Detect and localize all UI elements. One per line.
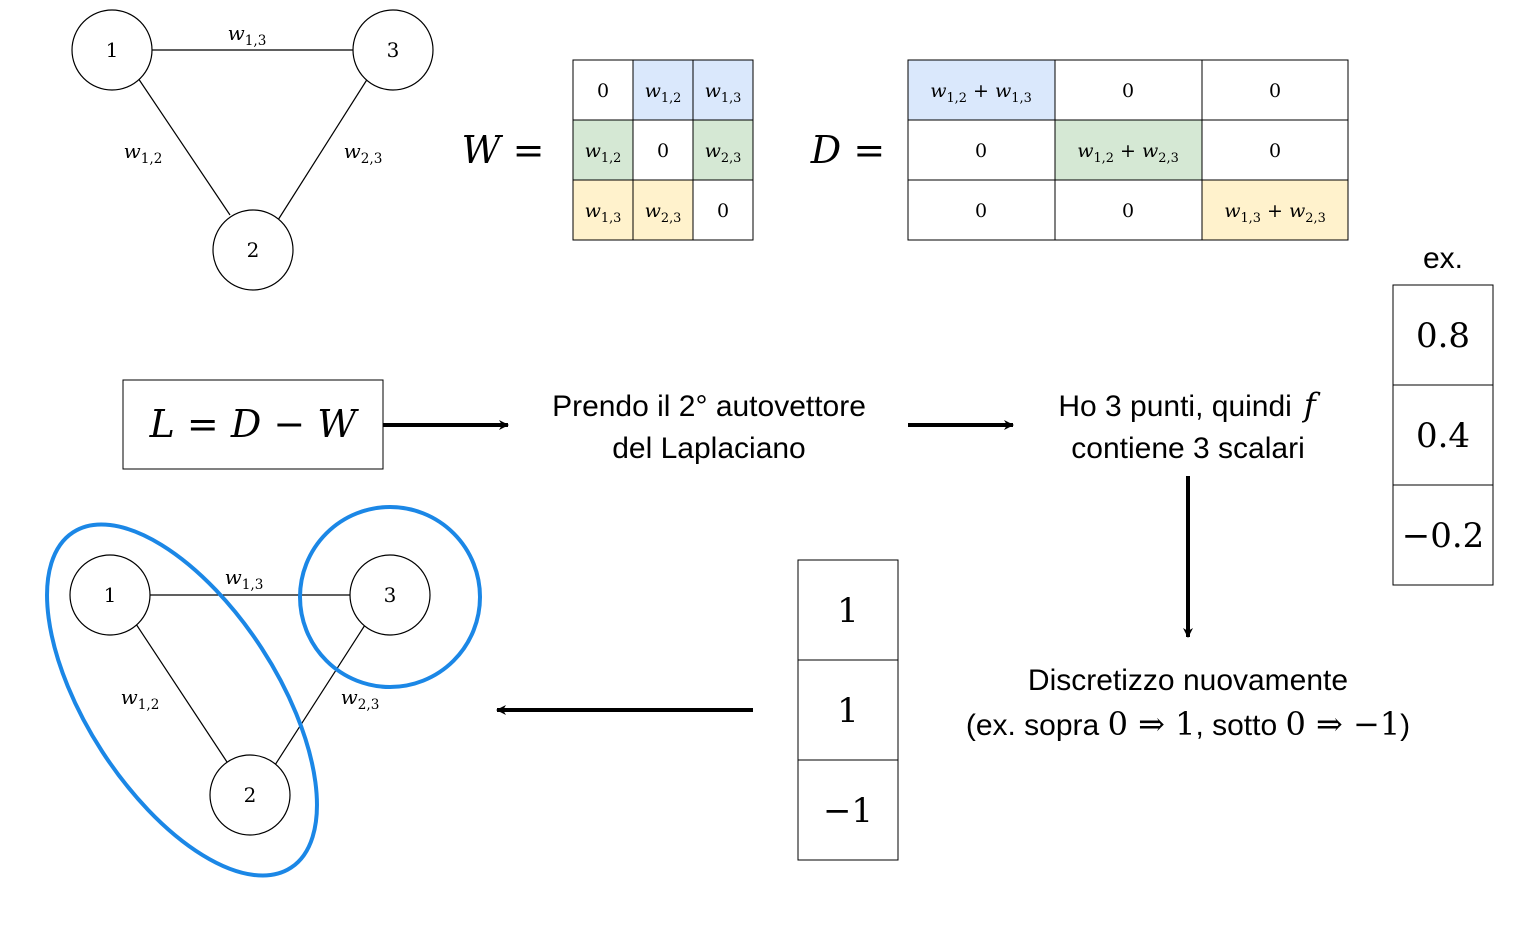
example-vector: ex. 0.8 0.4 −0.2 bbox=[1392, 242, 1494, 586]
node-1 bbox=[71, 9, 153, 91]
w-cell-2-1 bbox=[632, 179, 694, 241]
w-value-0-2: w1,3​ bbox=[705, 80, 742, 106]
w-matrix: W = 0 w1,2​ w1,3​ w1,2​ 0 w2,3​ w1,3​ w2… bbox=[462, 59, 754, 241]
discrete-value-0: 1 bbox=[837, 591, 859, 631]
edge-1-3-label: w1,3​ bbox=[228, 21, 267, 49]
d-value-0-2: 0 bbox=[1269, 80, 1281, 102]
w-cell-2-2 bbox=[692, 179, 754, 241]
discretize-text-b: , sotto bbox=[1195, 709, 1285, 742]
edge-2-3-bottom bbox=[274, 624, 366, 766]
points-line1-group: Ho 3 punti, quindi f bbox=[1058, 386, 1321, 424]
w-value-2-2: 0 bbox=[717, 200, 729, 222]
points-f-symbol: f bbox=[1302, 386, 1321, 424]
w-value-0-0: 0 bbox=[597, 80, 609, 102]
node-1-bottom-label: 1 bbox=[104, 583, 117, 607]
edge-2-3-label: w2,3​ bbox=[344, 139, 383, 167]
d-cell-1-1 bbox=[1054, 119, 1203, 181]
example-cell-2 bbox=[1392, 484, 1494, 586]
example-value-2: −0.2 bbox=[1402, 516, 1485, 556]
w-cell-0-2 bbox=[692, 59, 754, 121]
node-3-bottom bbox=[349, 554, 431, 636]
d-matrix: D = w1,2​ + w1,3​ 0 0 0 w1,2​ + w2,3​ 0 … bbox=[810, 59, 1349, 241]
node-3 bbox=[352, 9, 434, 91]
discretize-math-a: 0 ⇒ 1 bbox=[1108, 705, 1196, 743]
node-3-bottom-label: 3 bbox=[384, 583, 397, 607]
discretize-line1: Discretizzo nuovamente bbox=[1028, 664, 1348, 697]
edge-1-2 bbox=[137, 77, 231, 216]
d-value-2-1: 0 bbox=[1122, 200, 1134, 222]
node-2-bottom bbox=[209, 754, 291, 836]
points-line1: Ho 3 punti, quindi bbox=[1058, 390, 1292, 423]
d-cell-0-1 bbox=[1054, 59, 1203, 121]
discretize-line2: (ex. sopra 0 ⇒ 1, sotto 0 ⇒ −1) bbox=[966, 705, 1410, 743]
w-cell-1-0 bbox=[572, 119, 634, 181]
w-value-2-0: w1,3​ bbox=[585, 200, 622, 226]
eigen-line2: del Laplaciano bbox=[612, 432, 806, 465]
w-cell-1-1 bbox=[632, 119, 694, 181]
d-matrix-name: D = bbox=[810, 128, 885, 172]
w-cell-2-0 bbox=[572, 179, 634, 241]
d-value-0-1: 0 bbox=[1122, 80, 1134, 102]
node-2-label: 2 bbox=[247, 238, 260, 262]
d-value-2-0: 0 bbox=[975, 200, 987, 222]
w-value-0-1: w1,2​ bbox=[645, 80, 682, 106]
d-cell-2-2 bbox=[1201, 179, 1349, 241]
edge-1-2-bottom bbox=[135, 623, 228, 763]
edge-1-2-bottom-label: w1,2​ bbox=[121, 685, 160, 713]
node-3-label: 3 bbox=[387, 38, 400, 62]
node-1-label: 1 bbox=[106, 38, 119, 62]
d-cell-0-2 bbox=[1201, 59, 1349, 121]
d-value-2-2: w1,3​ + w2,3​ bbox=[1224, 200, 1326, 226]
w-matrix-name: W = bbox=[462, 128, 545, 172]
d-cell-1-2 bbox=[1201, 119, 1349, 181]
laplacian-formula: L = D − W bbox=[149, 402, 360, 446]
d-value-1-1: w1,2​ + w2,3​ bbox=[1077, 140, 1179, 166]
w-value-2-1: w2,3​ bbox=[645, 200, 682, 226]
discretize-math-b: 0 ⇒ −1 bbox=[1285, 705, 1400, 743]
edge-2-3-bottom-label: w2,3​ bbox=[341, 685, 380, 713]
bottom-graph: 1 3 2 w1,3​ w1,2​ w2,3​ bbox=[45, 505, 482, 878]
cluster-b-circle bbox=[298, 505, 482, 689]
d-cell-2-0 bbox=[907, 179, 1056, 241]
example-label: ex. bbox=[1423, 242, 1463, 275]
edge-2-3 bbox=[277, 77, 369, 221]
w-value-1-2: w2,3​ bbox=[705, 140, 742, 166]
laplacian-box bbox=[122, 379, 384, 470]
discrete-value-2: −1 bbox=[823, 791, 873, 831]
w-cell-1-2 bbox=[692, 119, 754, 181]
example-cell-0 bbox=[1392, 284, 1494, 386]
d-cell-0-0 bbox=[907, 59, 1056, 121]
w-value-1-1: 0 bbox=[657, 140, 669, 162]
d-cell-2-1 bbox=[1054, 179, 1203, 241]
w-cell-0-0 bbox=[572, 59, 634, 121]
points-line2: contiene 3 scalari bbox=[1071, 432, 1304, 465]
discrete-cell-1 bbox=[797, 659, 899, 761]
example-value-0: 0.8 bbox=[1416, 316, 1470, 356]
eigen-line1: Prendo il 2° autovettore bbox=[552, 390, 866, 423]
example-cell-1 bbox=[1392, 384, 1494, 486]
d-value-1-2: 0 bbox=[1269, 140, 1281, 162]
d-value-0-0: w1,2​ + w1,3​ bbox=[930, 80, 1032, 106]
discrete-vector: 1 1 −1 bbox=[797, 559, 899, 861]
w-value-1-0: w1,2​ bbox=[585, 140, 622, 166]
w-cell-0-1 bbox=[632, 59, 694, 121]
example-value-1: 0.4 bbox=[1416, 416, 1470, 456]
d-value-1-0: 0 bbox=[975, 140, 987, 162]
cluster-a-ellipse bbox=[45, 522, 319, 878]
discretize-text-c: ) bbox=[1400, 709, 1410, 742]
discrete-cell-2 bbox=[797, 759, 899, 861]
node-2 bbox=[212, 209, 294, 291]
node-2-bottom-label: 2 bbox=[244, 783, 257, 807]
d-cell-1-0 bbox=[907, 119, 1056, 181]
top-graph: 1 3 2 w1,3​ w1,2​ w2,3​ bbox=[71, 9, 434, 291]
discretize-text-a: (ex. sopra bbox=[966, 709, 1108, 742]
edge-1-3-bottom-label: w1,3​ bbox=[225, 565, 264, 593]
edge-1-2-label: w1,2​ bbox=[124, 139, 163, 167]
node-1-bottom bbox=[69, 554, 151, 636]
discrete-value-1: 1 bbox=[837, 691, 859, 731]
